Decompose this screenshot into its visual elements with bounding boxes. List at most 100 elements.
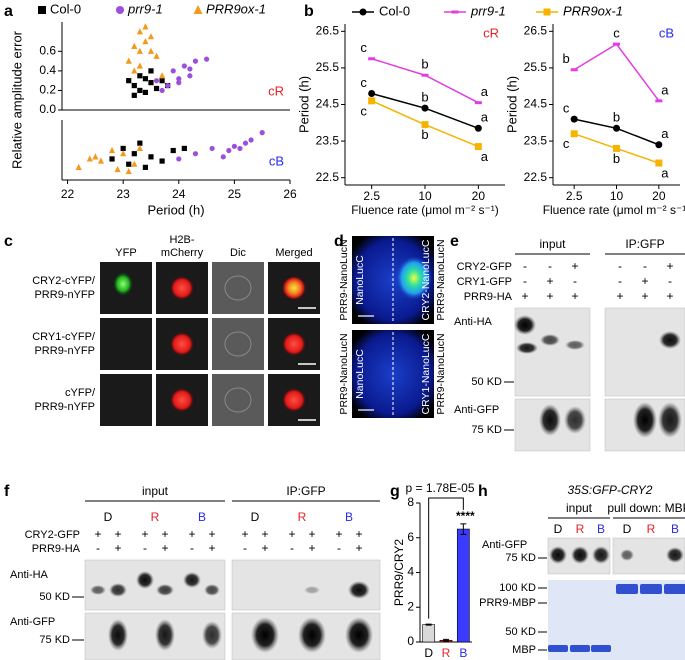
significance-letter: a bbox=[481, 110, 489, 125]
sign: - bbox=[618, 274, 622, 288]
antibody-label: Anti-HA bbox=[10, 569, 49, 581]
group-header: input bbox=[566, 501, 593, 515]
point bbox=[159, 158, 165, 164]
point bbox=[97, 157, 105, 164]
point bbox=[137, 140, 143, 146]
point bbox=[655, 99, 663, 103]
panel-letter: b bbox=[304, 3, 314, 20]
point bbox=[421, 104, 429, 112]
y-tick-label: 26.5 bbox=[316, 23, 340, 37]
point bbox=[170, 147, 176, 154]
significance-letter: a bbox=[481, 84, 489, 99]
condition-label: B bbox=[345, 510, 353, 524]
sign: - bbox=[143, 541, 147, 555]
blot bbox=[84, 559, 226, 611]
bar bbox=[422, 624, 436, 643]
construct-label: NanoLucC bbox=[354, 349, 366, 399]
sign: - bbox=[337, 541, 341, 555]
sign: - bbox=[618, 259, 622, 273]
gel-band bbox=[640, 584, 662, 594]
sign: + bbox=[641, 274, 648, 288]
y-tick-label: 23.5 bbox=[524, 133, 548, 147]
sign: - bbox=[573, 274, 577, 288]
legend-label: Col-0 bbox=[379, 3, 410, 18]
point bbox=[176, 156, 182, 162]
significance-letter: b bbox=[563, 51, 570, 66]
x-tick-label: 10 bbox=[418, 189, 432, 203]
antibody-label: Anti-GFP bbox=[10, 616, 55, 628]
sign: + bbox=[288, 527, 295, 541]
band bbox=[659, 331, 681, 349]
sign: + bbox=[208, 527, 215, 541]
band bbox=[620, 549, 634, 561]
point bbox=[474, 143, 482, 151]
point bbox=[176, 80, 182, 86]
size-marker: 50 KD bbox=[471, 376, 502, 388]
point bbox=[421, 73, 429, 77]
point bbox=[474, 101, 482, 105]
band bbox=[539, 404, 561, 436]
gel-band bbox=[570, 645, 590, 652]
p-value: p = 1.78E-05 bbox=[405, 481, 474, 495]
point bbox=[126, 78, 132, 84]
point bbox=[237, 145, 243, 152]
construct-label: 35S:GFP-CRY2 bbox=[568, 483, 653, 497]
x-tick-label: 22 bbox=[61, 187, 75, 201]
point bbox=[474, 124, 482, 132]
column-header: Merged bbox=[275, 247, 312, 259]
significance-letter: a bbox=[661, 165, 669, 180]
point bbox=[159, 78, 165, 84]
fluorescence bbox=[170, 388, 194, 412]
size-marker: 75 KD bbox=[505, 552, 536, 564]
point bbox=[368, 97, 376, 105]
point bbox=[231, 143, 237, 149]
error-bar bbox=[425, 623, 432, 626]
significance: **** bbox=[456, 509, 475, 523]
point bbox=[131, 67, 138, 74]
sign: + bbox=[521, 289, 528, 303]
column-header: YFP bbox=[115, 247, 136, 259]
condition-label: D bbox=[104, 510, 113, 524]
x-axis-label: Fluence rate (μmol m⁻² s⁻¹) bbox=[543, 203, 685, 217]
x-tick-label: 20 bbox=[472, 189, 486, 203]
condition-label: B bbox=[198, 510, 206, 524]
panel-letter: h bbox=[478, 483, 488, 500]
point bbox=[120, 145, 126, 152]
row-label: cYFP/ bbox=[65, 387, 96, 399]
point bbox=[187, 66, 193, 72]
point bbox=[153, 78, 160, 84]
x-tick-label: B bbox=[459, 646, 467, 660]
annotation: cB bbox=[659, 25, 674, 40]
significance-letter: c bbox=[360, 103, 367, 118]
point bbox=[137, 87, 143, 94]
sign: + bbox=[546, 274, 553, 288]
legend-label: prr9-1 bbox=[470, 3, 506, 18]
point bbox=[131, 151, 137, 157]
point bbox=[153, 85, 160, 92]
point bbox=[209, 145, 215, 152]
point bbox=[192, 58, 199, 64]
sign: + bbox=[308, 541, 315, 555]
construct-label: NanoLucC bbox=[354, 255, 366, 305]
construct-label: CRY2-NanoLucC bbox=[420, 239, 432, 320]
row-label: PRR9-nYFP bbox=[34, 401, 95, 413]
point bbox=[114, 165, 121, 173]
point bbox=[242, 140, 249, 146]
band bbox=[348, 581, 370, 599]
group-header: input bbox=[539, 237, 566, 251]
band bbox=[204, 584, 220, 596]
sign: + bbox=[208, 541, 215, 555]
point bbox=[248, 137, 254, 143]
y-axis-label: Period (h) bbox=[296, 76, 311, 133]
row-label: PRR9-HA bbox=[32, 543, 81, 555]
condition-label: D bbox=[554, 522, 563, 536]
point bbox=[159, 87, 165, 94]
condition-label: B bbox=[597, 522, 605, 536]
band bbox=[540, 334, 560, 346]
gel-band bbox=[616, 584, 638, 594]
size-marker: MBP bbox=[512, 644, 536, 656]
sign: + bbox=[114, 541, 121, 555]
sign: + bbox=[641, 289, 648, 303]
sign: + bbox=[161, 527, 168, 541]
x-tick-label: 24 bbox=[172, 187, 186, 201]
